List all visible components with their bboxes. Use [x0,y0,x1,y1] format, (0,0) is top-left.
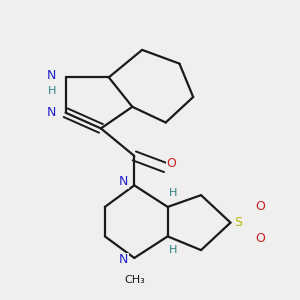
Text: O: O [255,200,265,213]
Text: S: S [234,216,242,229]
Text: CH₃: CH₃ [124,274,145,285]
Text: H: H [169,188,178,198]
Text: N: N [47,106,56,119]
Text: N: N [47,69,56,82]
Text: H: H [169,245,178,255]
Text: O: O [167,157,176,170]
Text: N: N [118,254,128,266]
Text: N: N [118,175,128,188]
Text: H: H [48,86,56,96]
Text: O: O [255,232,265,245]
